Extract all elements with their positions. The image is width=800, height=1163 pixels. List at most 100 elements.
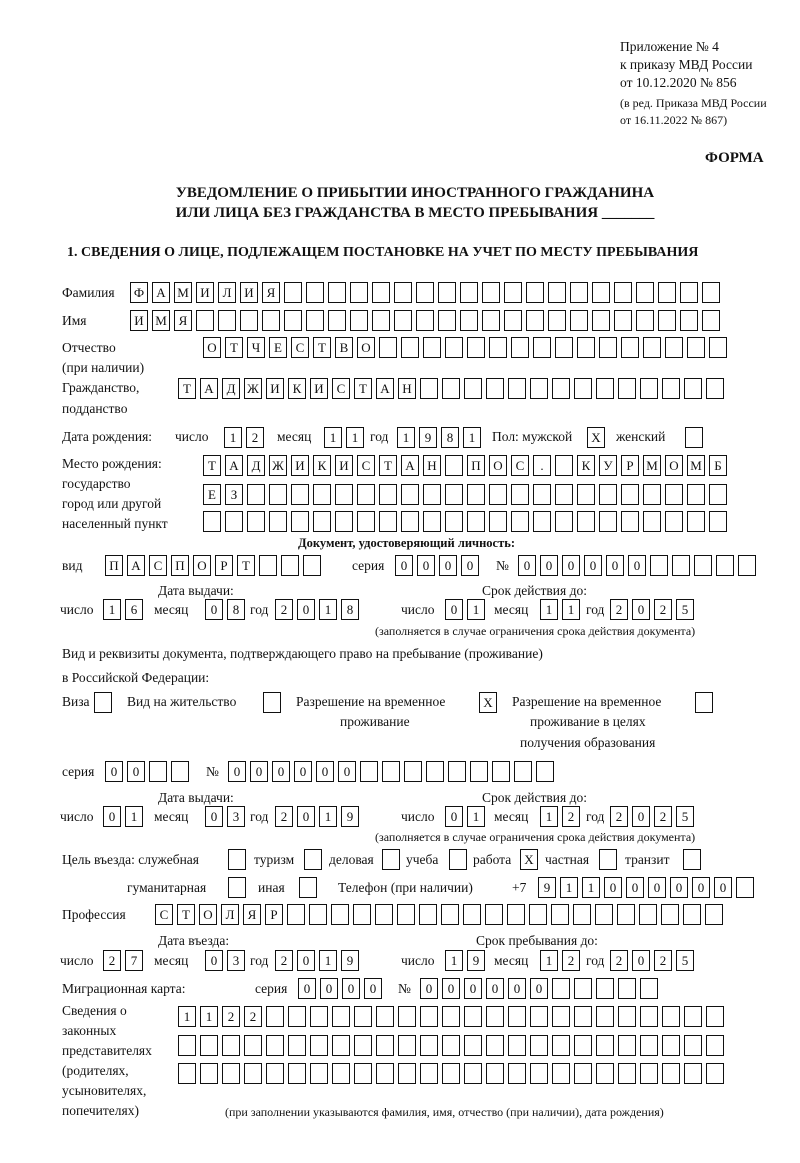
char-cell[interactable]: Р [621, 455, 639, 476]
char-cell[interactable] [577, 511, 595, 532]
char-cell[interactable]: 0 [105, 761, 123, 782]
char-cell[interactable] [570, 310, 588, 331]
char-cell[interactable] [695, 692, 713, 713]
char-cell[interactable]: 1 [397, 427, 415, 448]
char-cell[interactable]: Я [174, 310, 192, 331]
char-cell[interactable]: 1 [562, 599, 580, 620]
char-cell[interactable] [357, 484, 375, 505]
char-cell[interactable] [705, 904, 723, 925]
char-cell[interactable] [621, 337, 639, 358]
char-cell[interactable] [281, 555, 299, 576]
char-cell[interactable]: 0 [228, 761, 246, 782]
char-cell[interactable] [375, 904, 393, 925]
char-cell[interactable]: 2 [610, 599, 628, 620]
char-cell[interactable] [467, 484, 485, 505]
char-cell[interactable]: И [291, 455, 309, 476]
purpose-business-trip-checkbox[interactable] [228, 849, 246, 870]
char-cell[interactable]: 2 [610, 950, 628, 971]
char-cell[interactable]: 1 [582, 877, 600, 898]
char-cell[interactable] [360, 761, 378, 782]
char-cell[interactable] [489, 484, 507, 505]
char-cell[interactable]: 1 [319, 950, 337, 971]
char-cell[interactable] [552, 1063, 570, 1084]
char-cell[interactable]: И [240, 282, 258, 303]
char-cell[interactable] [643, 511, 661, 532]
char-cell[interactable] [614, 310, 632, 331]
char-cell[interactable] [504, 282, 522, 303]
char-cell[interactable]: 0 [632, 950, 650, 971]
char-cell[interactable]: 1 [540, 599, 558, 620]
char-cell[interactable]: . [533, 455, 551, 476]
char-cell[interactable] [376, 1035, 394, 1056]
char-cell[interactable] [621, 484, 639, 505]
char-cell[interactable] [508, 378, 526, 399]
char-cell[interactable] [94, 692, 112, 713]
char-cell[interactable] [529, 904, 547, 925]
char-cell[interactable]: 0 [464, 978, 482, 999]
char-cell[interactable] [599, 849, 617, 870]
char-cell[interactable]: Л [221, 904, 239, 925]
char-cell[interactable]: 0 [205, 806, 223, 827]
char-cell[interactable] [291, 484, 309, 505]
char-cell[interactable] [178, 1063, 196, 1084]
residence-checkbox[interactable] [263, 692, 281, 713]
char-cell[interactable] [683, 904, 701, 925]
char-cell[interactable] [445, 484, 463, 505]
char-cell[interactable] [706, 1006, 724, 1027]
char-cell[interactable] [269, 484, 287, 505]
char-cell[interactable]: С [357, 455, 375, 476]
char-cell[interactable] [658, 282, 676, 303]
char-cell[interactable] [244, 1063, 262, 1084]
char-cell[interactable] [448, 761, 466, 782]
char-cell[interactable]: 5 [676, 599, 694, 620]
char-cell[interactable]: 0 [420, 978, 438, 999]
char-cell[interactable]: Ф [130, 282, 148, 303]
other-checkbox[interactable] [299, 877, 317, 898]
tourism-checkbox[interactable] [304, 849, 322, 870]
char-cell[interactable] [640, 378, 658, 399]
char-cell[interactable]: О [357, 337, 375, 358]
char-cell[interactable] [596, 978, 614, 999]
char-cell[interactable] [662, 1006, 680, 1027]
char-cell[interactable]: 0 [297, 806, 315, 827]
char-cell[interactable] [526, 310, 544, 331]
char-cell[interactable] [299, 877, 317, 898]
char-cell[interactable]: 3 [227, 806, 245, 827]
char-cell[interactable]: П [467, 455, 485, 476]
char-cell[interactable] [640, 1006, 658, 1027]
char-cell[interactable] [328, 310, 346, 331]
char-cell[interactable]: 1 [463, 427, 481, 448]
char-cell[interactable]: Т [313, 337, 331, 358]
char-cell[interactable]: 1 [125, 806, 143, 827]
visa-checkbox[interactable] [94, 692, 112, 713]
char-cell[interactable] [592, 282, 610, 303]
char-cell[interactable] [639, 904, 657, 925]
char-cell[interactable]: 8 [227, 599, 245, 620]
temp-edu-checkbox[interactable] [695, 692, 713, 713]
char-cell[interactable] [530, 378, 548, 399]
char-cell[interactable] [306, 310, 324, 331]
char-cell[interactable]: 3 [227, 950, 245, 971]
char-cell[interactable]: 2 [562, 950, 580, 971]
char-cell[interactable] [640, 978, 658, 999]
char-cell[interactable] [665, 511, 683, 532]
char-cell[interactable] [536, 761, 554, 782]
char-cell[interactable] [577, 484, 595, 505]
char-cell[interactable]: Р [215, 555, 233, 576]
char-cell[interactable] [310, 1035, 328, 1056]
char-cell[interactable] [592, 310, 610, 331]
temp-permit-checkbox[interactable]: X [479, 692, 497, 713]
char-cell[interactable] [203, 511, 221, 532]
char-cell[interactable] [467, 511, 485, 532]
char-cell[interactable]: Р [265, 904, 283, 925]
char-cell[interactable] [244, 1035, 262, 1056]
char-cell[interactable] [310, 1006, 328, 1027]
reps-row3[interactable] [178, 1063, 724, 1084]
